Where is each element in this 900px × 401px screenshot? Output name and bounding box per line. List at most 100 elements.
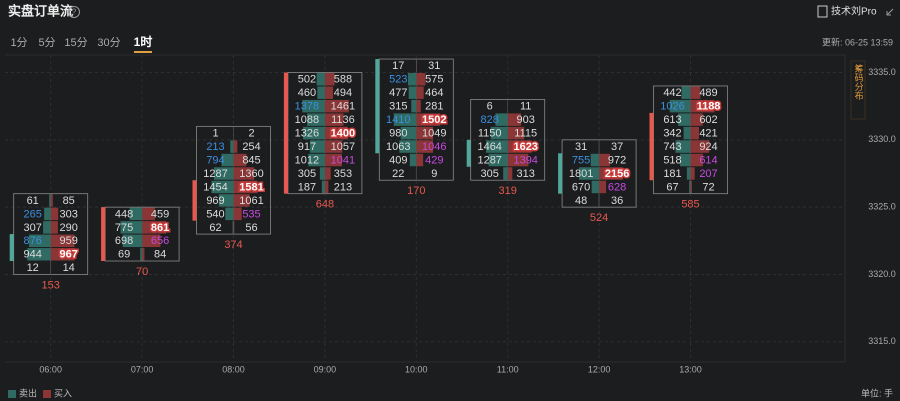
buy-bar xyxy=(507,153,529,167)
interval-tab[interactable]: 5分 xyxy=(38,36,55,49)
brand[interactable]: 技术刘Pro xyxy=(831,5,877,18)
buy-bar xyxy=(324,153,343,167)
buy-volume: 1046 xyxy=(422,141,446,153)
buy-bar xyxy=(507,167,513,180)
brand-icon xyxy=(817,5,828,18)
buy-volume: 1400 xyxy=(331,128,355,140)
y-tick-label: 3335.0 xyxy=(868,67,896,77)
buy-volume: 1461 xyxy=(331,101,355,113)
interval-tab[interactable]: 1时 xyxy=(134,34,153,49)
buy-bar xyxy=(50,221,58,234)
sell-volume: 1801 xyxy=(569,168,593,180)
sell-volume: 1454 xyxy=(203,181,227,193)
buy-volume: 535 xyxy=(242,208,260,220)
sell-bar xyxy=(308,153,325,167)
delta-label: 153 xyxy=(42,279,60,291)
sell-volume: 518 xyxy=(663,154,681,166)
sell-bar xyxy=(680,153,691,167)
sell-volume: 48 xyxy=(575,195,587,207)
sell-bar xyxy=(303,126,325,140)
candle-body xyxy=(283,72,288,194)
help-icon[interactable] xyxy=(68,6,80,18)
sell-volume: 307 xyxy=(24,222,42,234)
sell-bar xyxy=(129,207,143,221)
sell-bar xyxy=(490,126,508,140)
buy-bar xyxy=(599,167,624,180)
buy-bar xyxy=(416,113,441,126)
buy-bar xyxy=(50,207,59,221)
buy-bar xyxy=(690,153,703,167)
sell-bar xyxy=(407,73,417,86)
x-tick-label: 12:00 xyxy=(588,364,611,374)
sell-volume: 755 xyxy=(572,154,590,166)
collapse-icon[interactable] xyxy=(886,8,894,16)
buy-bar xyxy=(142,234,161,248)
side-arrow[interactable]: < xyxy=(855,64,861,75)
side-label[interactable]: 筹码分布 xyxy=(854,63,864,101)
sell-volume: 342 xyxy=(663,128,681,140)
buy-volume: 588 xyxy=(334,74,352,86)
interval-tab[interactable]: 30分 xyxy=(97,36,120,49)
sell-volume: 12 xyxy=(27,262,39,274)
sell-bar xyxy=(122,234,143,248)
update-time: 更新: 06-25 13:59 xyxy=(822,36,893,47)
buy-volume: 37 xyxy=(611,141,623,153)
sell-bar xyxy=(495,113,508,126)
help-text[interactable]: ? xyxy=(72,8,77,17)
buy-volume: 1057 xyxy=(331,141,355,153)
sell-volume: 305 xyxy=(298,168,316,180)
delta-label: 374 xyxy=(224,239,242,251)
interval-tab[interactable]: 15分 xyxy=(64,36,87,49)
y-tick-label: 3315.0 xyxy=(868,336,896,346)
sell-bar xyxy=(307,113,325,126)
sell-volume: 1287 xyxy=(477,154,501,166)
sell-bar xyxy=(411,99,417,113)
buy-bar xyxy=(690,99,715,113)
buy-volume: 489 xyxy=(699,87,717,99)
unit: 单位: 手 xyxy=(861,387,893,398)
side-tab[interactable] xyxy=(850,60,866,120)
buy-volume: 1188 xyxy=(697,101,721,113)
sell-volume: 743 xyxy=(663,141,681,153)
sell-bar xyxy=(211,180,234,194)
sell-volume: 828 xyxy=(481,114,499,126)
x-tick-label: 08:00 xyxy=(222,364,245,374)
sell-volume: 213 xyxy=(206,141,224,153)
buy-bar xyxy=(324,73,335,86)
sell-bar xyxy=(409,153,417,167)
interval-tab[interactable]: 1分 xyxy=(10,36,27,49)
sell-volume: 31 xyxy=(575,141,587,153)
sell-volume: 1378 xyxy=(295,101,319,113)
buy-bar xyxy=(690,140,710,153)
sell-volume: 1410 xyxy=(386,114,410,126)
sell-bar xyxy=(689,180,691,194)
buy-bar xyxy=(233,194,250,207)
sell-bar xyxy=(591,180,600,194)
buy-bar xyxy=(324,86,334,99)
sell-bar xyxy=(321,180,325,194)
sell-bar xyxy=(230,140,234,153)
buy-volume: 1049 xyxy=(422,128,446,140)
sell-volume: 6 xyxy=(487,101,493,113)
buy-volume: 14 xyxy=(63,262,75,274)
buy-bar xyxy=(690,180,692,194)
sell-bar xyxy=(319,167,325,180)
buy-volume: 575 xyxy=(425,74,443,86)
buy-bar xyxy=(599,153,610,167)
buy-volume: 1623 xyxy=(513,141,537,153)
sell-volume: 442 xyxy=(663,87,681,99)
x-tick-label: 09:00 xyxy=(314,364,337,374)
legend-swatch xyxy=(43,390,51,398)
legend-label: 卖出 xyxy=(19,387,37,398)
sell-bar xyxy=(28,234,51,248)
buy-bar xyxy=(507,140,532,153)
sell-volume: 1063 xyxy=(386,141,410,153)
buy-volume: 303 xyxy=(60,208,78,220)
sell-bar xyxy=(686,167,691,180)
active-tab-underline xyxy=(134,51,152,53)
y-tick-label: 3330.0 xyxy=(868,134,896,144)
buy-bar xyxy=(416,86,424,99)
sell-volume: 1026 xyxy=(660,101,684,113)
buy-bar xyxy=(50,248,75,261)
buy-volume: 11 xyxy=(520,101,531,113)
